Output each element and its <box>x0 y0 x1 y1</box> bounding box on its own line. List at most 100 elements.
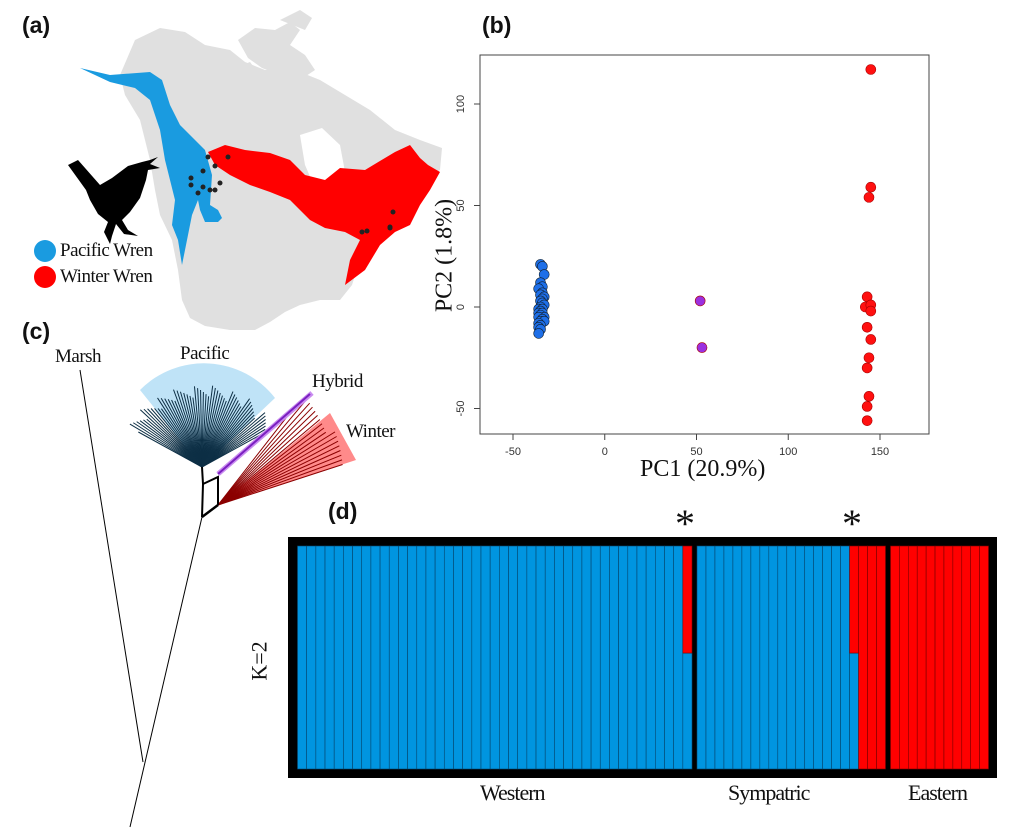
winter-leaf-branch <box>217 410 316 506</box>
admixture-bar-cluster1 <box>517 545 528 770</box>
admixture-bar-cluster1 <box>618 545 629 770</box>
admixture-bar-cluster1 <box>682 652 693 770</box>
admixture-bar-cluster1 <box>425 545 436 770</box>
x-tick-label: 150 <box>871 446 889 458</box>
admixture-bar-cluster1 <box>508 545 518 770</box>
sampling-site-dot <box>217 180 223 186</box>
pacific-clade-highlight <box>140 363 275 467</box>
pca-point-winter <box>865 64 877 75</box>
admixture-bar-cluster2 <box>890 545 900 770</box>
admixture-bar-cluster1 <box>750 545 761 770</box>
sampling-site-dot <box>212 163 218 169</box>
legend-label-pacific: Pacific Wren <box>60 240 153 261</box>
sampling-site-dot <box>205 154 211 160</box>
admixture-bar-cluster1 <box>609 545 619 770</box>
pacific-wren-range <box>80 68 222 265</box>
group-label-eastern: Eastern <box>908 780 968 805</box>
admixture-bar-cluster1 <box>840 545 850 770</box>
group-label-sympatric: Sympatric <box>728 780 810 805</box>
sampling-sites <box>188 154 396 235</box>
pca-point-winter <box>865 305 877 317</box>
admixture-bar-cluster1 <box>434 545 445 770</box>
y-tick-label: 50 <box>455 199 467 211</box>
wren-silhouette-icon <box>68 157 160 244</box>
pca-point-winter <box>863 192 875 203</box>
admixture-bar-cluster2 <box>961 545 971 770</box>
admixture-bar-cluster1 <box>696 545 707 770</box>
winter-leaf-branch <box>217 431 327 506</box>
y-tick-label: 100 <box>455 95 467 113</box>
admixed-marker-2: * <box>842 501 862 546</box>
plot-frame <box>479 54 930 435</box>
admixture-bar-cluster1 <box>786 545 797 770</box>
winter-leaf-branch <box>217 414 318 506</box>
pca-point-winter <box>863 391 875 402</box>
winter-leaf-branch <box>217 419 321 506</box>
admixture-bar-cluster1 <box>343 545 353 770</box>
admixture-bar-cluster2 <box>934 545 945 770</box>
admixture-bar-cluster2 <box>867 545 877 770</box>
x-tick-label: 0 <box>602 446 608 458</box>
tree-label-marsh: Marsh <box>55 346 102 367</box>
sampling-site-dot <box>195 190 201 196</box>
x-tick-label: -50 <box>505 446 521 458</box>
admixture-bar-cluster2 <box>925 545 936 770</box>
admixture-bar-cluster1 <box>398 545 408 770</box>
admixture-bar-cluster1 <box>645 545 656 770</box>
winter-leaf-branch <box>217 423 323 506</box>
sampling-site-dot <box>212 187 218 193</box>
admixture-bar-cluster1 <box>590 545 601 770</box>
pacific-leaf-branch <box>201 385 214 468</box>
admixture-bar-cluster1 <box>416 545 427 770</box>
pca-point-winter <box>861 401 873 412</box>
tree-label-pacific: Pacific <box>180 343 230 364</box>
admixture-bar-cluster1 <box>388 545 399 770</box>
admixture-bar-cluster1 <box>563 545 574 770</box>
pca-point-winter <box>865 334 877 345</box>
y-axis-label: PC2 (1.8%) <box>431 198 458 313</box>
pca-point-winter <box>861 321 873 333</box>
winter-leaf-branch <box>217 402 311 506</box>
admixture-bar-cluster1 <box>759 545 770 770</box>
pca-point-winter <box>863 352 875 364</box>
sampling-site-dot <box>207 187 213 193</box>
pca-scatter: -50 0 50 100 150 -50 0 50 100 <box>455 54 930 458</box>
admixture-bar-cluster1 <box>831 545 841 770</box>
admixture-bar-cluster1 <box>768 545 779 770</box>
admixture-bar-cluster1 <box>777 545 788 770</box>
admixture-bar-cluster2 <box>876 545 886 770</box>
admixture-bar-cluster1 <box>655 545 665 770</box>
admixture-bar-cluster1 <box>599 545 610 770</box>
admixed-marker-1: * <box>675 501 695 546</box>
winter-leaf-branch <box>217 459 343 506</box>
phylogenetic-tree <box>79 363 356 828</box>
admixture-bar-cluster1 <box>544 545 555 770</box>
admixture-bar-cluster1 <box>379 545 390 770</box>
pca-point-hybrid <box>694 295 706 307</box>
winter-leaf-branch <box>217 427 325 506</box>
admixture-bar-cluster1 <box>636 545 647 770</box>
admixture-bar-cluster1 <box>324 545 335 770</box>
admixture-bar-cluster1 <box>714 545 725 770</box>
admixture-bar-cluster1 <box>453 545 463 770</box>
sampling-site-dot <box>225 154 231 160</box>
group-label-western: Western <box>480 780 546 805</box>
winter-leaf-branch <box>217 436 337 506</box>
k-label: K=2 <box>246 641 272 681</box>
pca-point-hybrid <box>696 342 708 353</box>
sampling-site-dot <box>364 228 370 234</box>
admixture-bar-cluster2 <box>916 545 927 770</box>
legend-swatch-pacific <box>34 240 56 262</box>
legend-swatch-winter <box>34 266 56 288</box>
panel-label-b: (b) <box>482 12 512 38</box>
x-tick-label: 100 <box>779 446 797 458</box>
admixture-bar-cluster1 <box>732 545 743 770</box>
tree-label-hybrid: Hybrid <box>312 371 363 392</box>
admixture-bar-cluster2 <box>970 545 980 770</box>
winter-leaf-branch <box>217 406 313 506</box>
legend-label-winter: Winter Wren <box>60 266 153 287</box>
x-tick-label: 50 <box>690 446 702 458</box>
sampling-site-dot <box>390 209 396 215</box>
admixture-bar-cluster1 <box>554 545 564 770</box>
